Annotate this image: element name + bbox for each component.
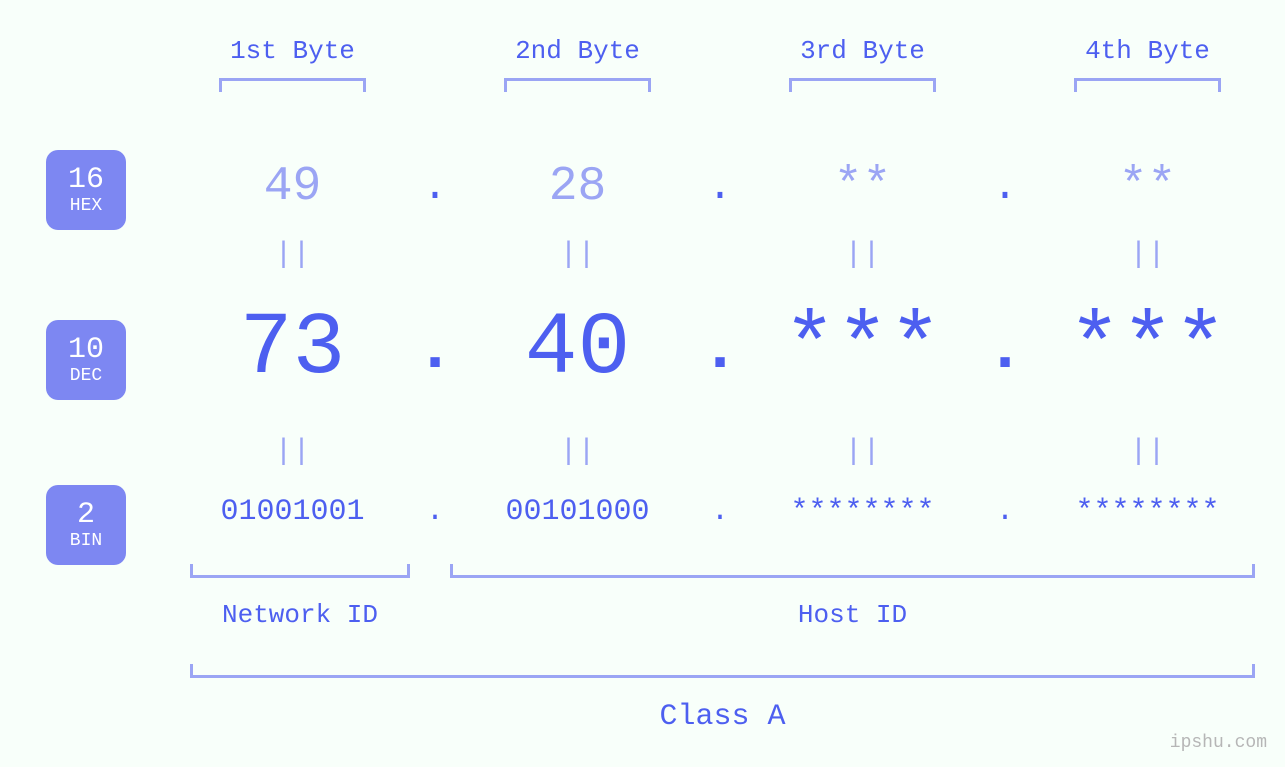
bin-byte-3: ******** xyxy=(740,495,985,529)
watermark: ipshu.com xyxy=(1170,733,1267,753)
bracket-top-icon xyxy=(455,78,700,96)
dot-separator: . xyxy=(700,495,740,529)
badge-label: DEC xyxy=(46,367,126,385)
bracket-top-icon xyxy=(1025,78,1270,96)
hex-byte-1: 49 xyxy=(170,160,415,214)
dot-separator: . xyxy=(415,163,455,211)
host-id-label: Host ID xyxy=(450,600,1255,630)
dot-separator: . xyxy=(985,163,1025,211)
dot-separator: . xyxy=(985,312,1025,387)
dot-separator: . xyxy=(700,312,740,387)
dec-byte-2: 40 xyxy=(455,300,700,399)
badge-label: BIN xyxy=(46,532,126,550)
equals-icon: || xyxy=(740,238,985,272)
byte-header-1: 1st Byte xyxy=(170,36,415,66)
class-label: Class A xyxy=(190,700,1255,734)
dec-row: 73 . 40 . *** . *** xyxy=(170,300,1270,399)
dot-separator: . xyxy=(985,495,1025,529)
equals-icon: || xyxy=(1025,238,1270,272)
hex-byte-2: 28 xyxy=(455,160,700,214)
hex-row: 49 . 28 . ** . ** xyxy=(170,160,1270,214)
equals-icon: || xyxy=(1025,435,1270,469)
base-badge-dec: 10 DEC xyxy=(46,320,126,400)
bin-byte-2: 00101000 xyxy=(455,495,700,529)
equals-icon: || xyxy=(170,238,415,272)
bracket-top-icon xyxy=(740,78,985,96)
byte-header-3: 3rd Byte xyxy=(740,36,985,66)
hex-byte-4: ** xyxy=(1025,160,1270,214)
bin-row: 01001001 . 00101000 . ******** . *******… xyxy=(170,495,1270,529)
network-id-label: Network ID xyxy=(190,600,410,630)
byte-brackets-top xyxy=(170,78,1270,96)
dec-byte-3: *** xyxy=(740,300,985,399)
equals-row-1: || || || || xyxy=(170,238,1270,272)
hex-byte-3: ** xyxy=(740,160,985,214)
base-badge-hex: 16 HEX xyxy=(46,150,126,230)
dot-separator: . xyxy=(700,163,740,211)
equals-row-2: || || || || xyxy=(170,435,1270,469)
equals-icon: || xyxy=(455,238,700,272)
badge-num: 10 xyxy=(46,335,126,365)
badge-num: 16 xyxy=(46,165,126,195)
host-bracket-icon xyxy=(450,560,1255,578)
ip-bases-diagram: 1st Byte 2nd Byte 3rd Byte 4th Byte 16 H… xyxy=(0,0,1285,767)
bracket-top-icon xyxy=(170,78,415,96)
equals-icon: || xyxy=(740,435,985,469)
base-badge-bin: 2 BIN xyxy=(46,485,126,565)
dot-separator: . xyxy=(415,495,455,529)
class-bracket-icon xyxy=(190,660,1255,678)
equals-icon: || xyxy=(455,435,700,469)
badge-label: HEX xyxy=(46,197,126,215)
bin-byte-1: 01001001 xyxy=(170,495,415,529)
equals-icon: || xyxy=(170,435,415,469)
dec-byte-1: 73 xyxy=(170,300,415,399)
network-bracket-icon xyxy=(190,560,410,578)
bin-byte-4: ******** xyxy=(1025,495,1270,529)
dec-byte-4: *** xyxy=(1025,300,1270,399)
byte-header-4: 4th Byte xyxy=(1025,36,1270,66)
badge-num: 2 xyxy=(46,500,126,530)
dot-separator: . xyxy=(415,312,455,387)
byte-header-2: 2nd Byte xyxy=(455,36,700,66)
byte-headers-row: 1st Byte 2nd Byte 3rd Byte 4th Byte xyxy=(170,36,1270,66)
